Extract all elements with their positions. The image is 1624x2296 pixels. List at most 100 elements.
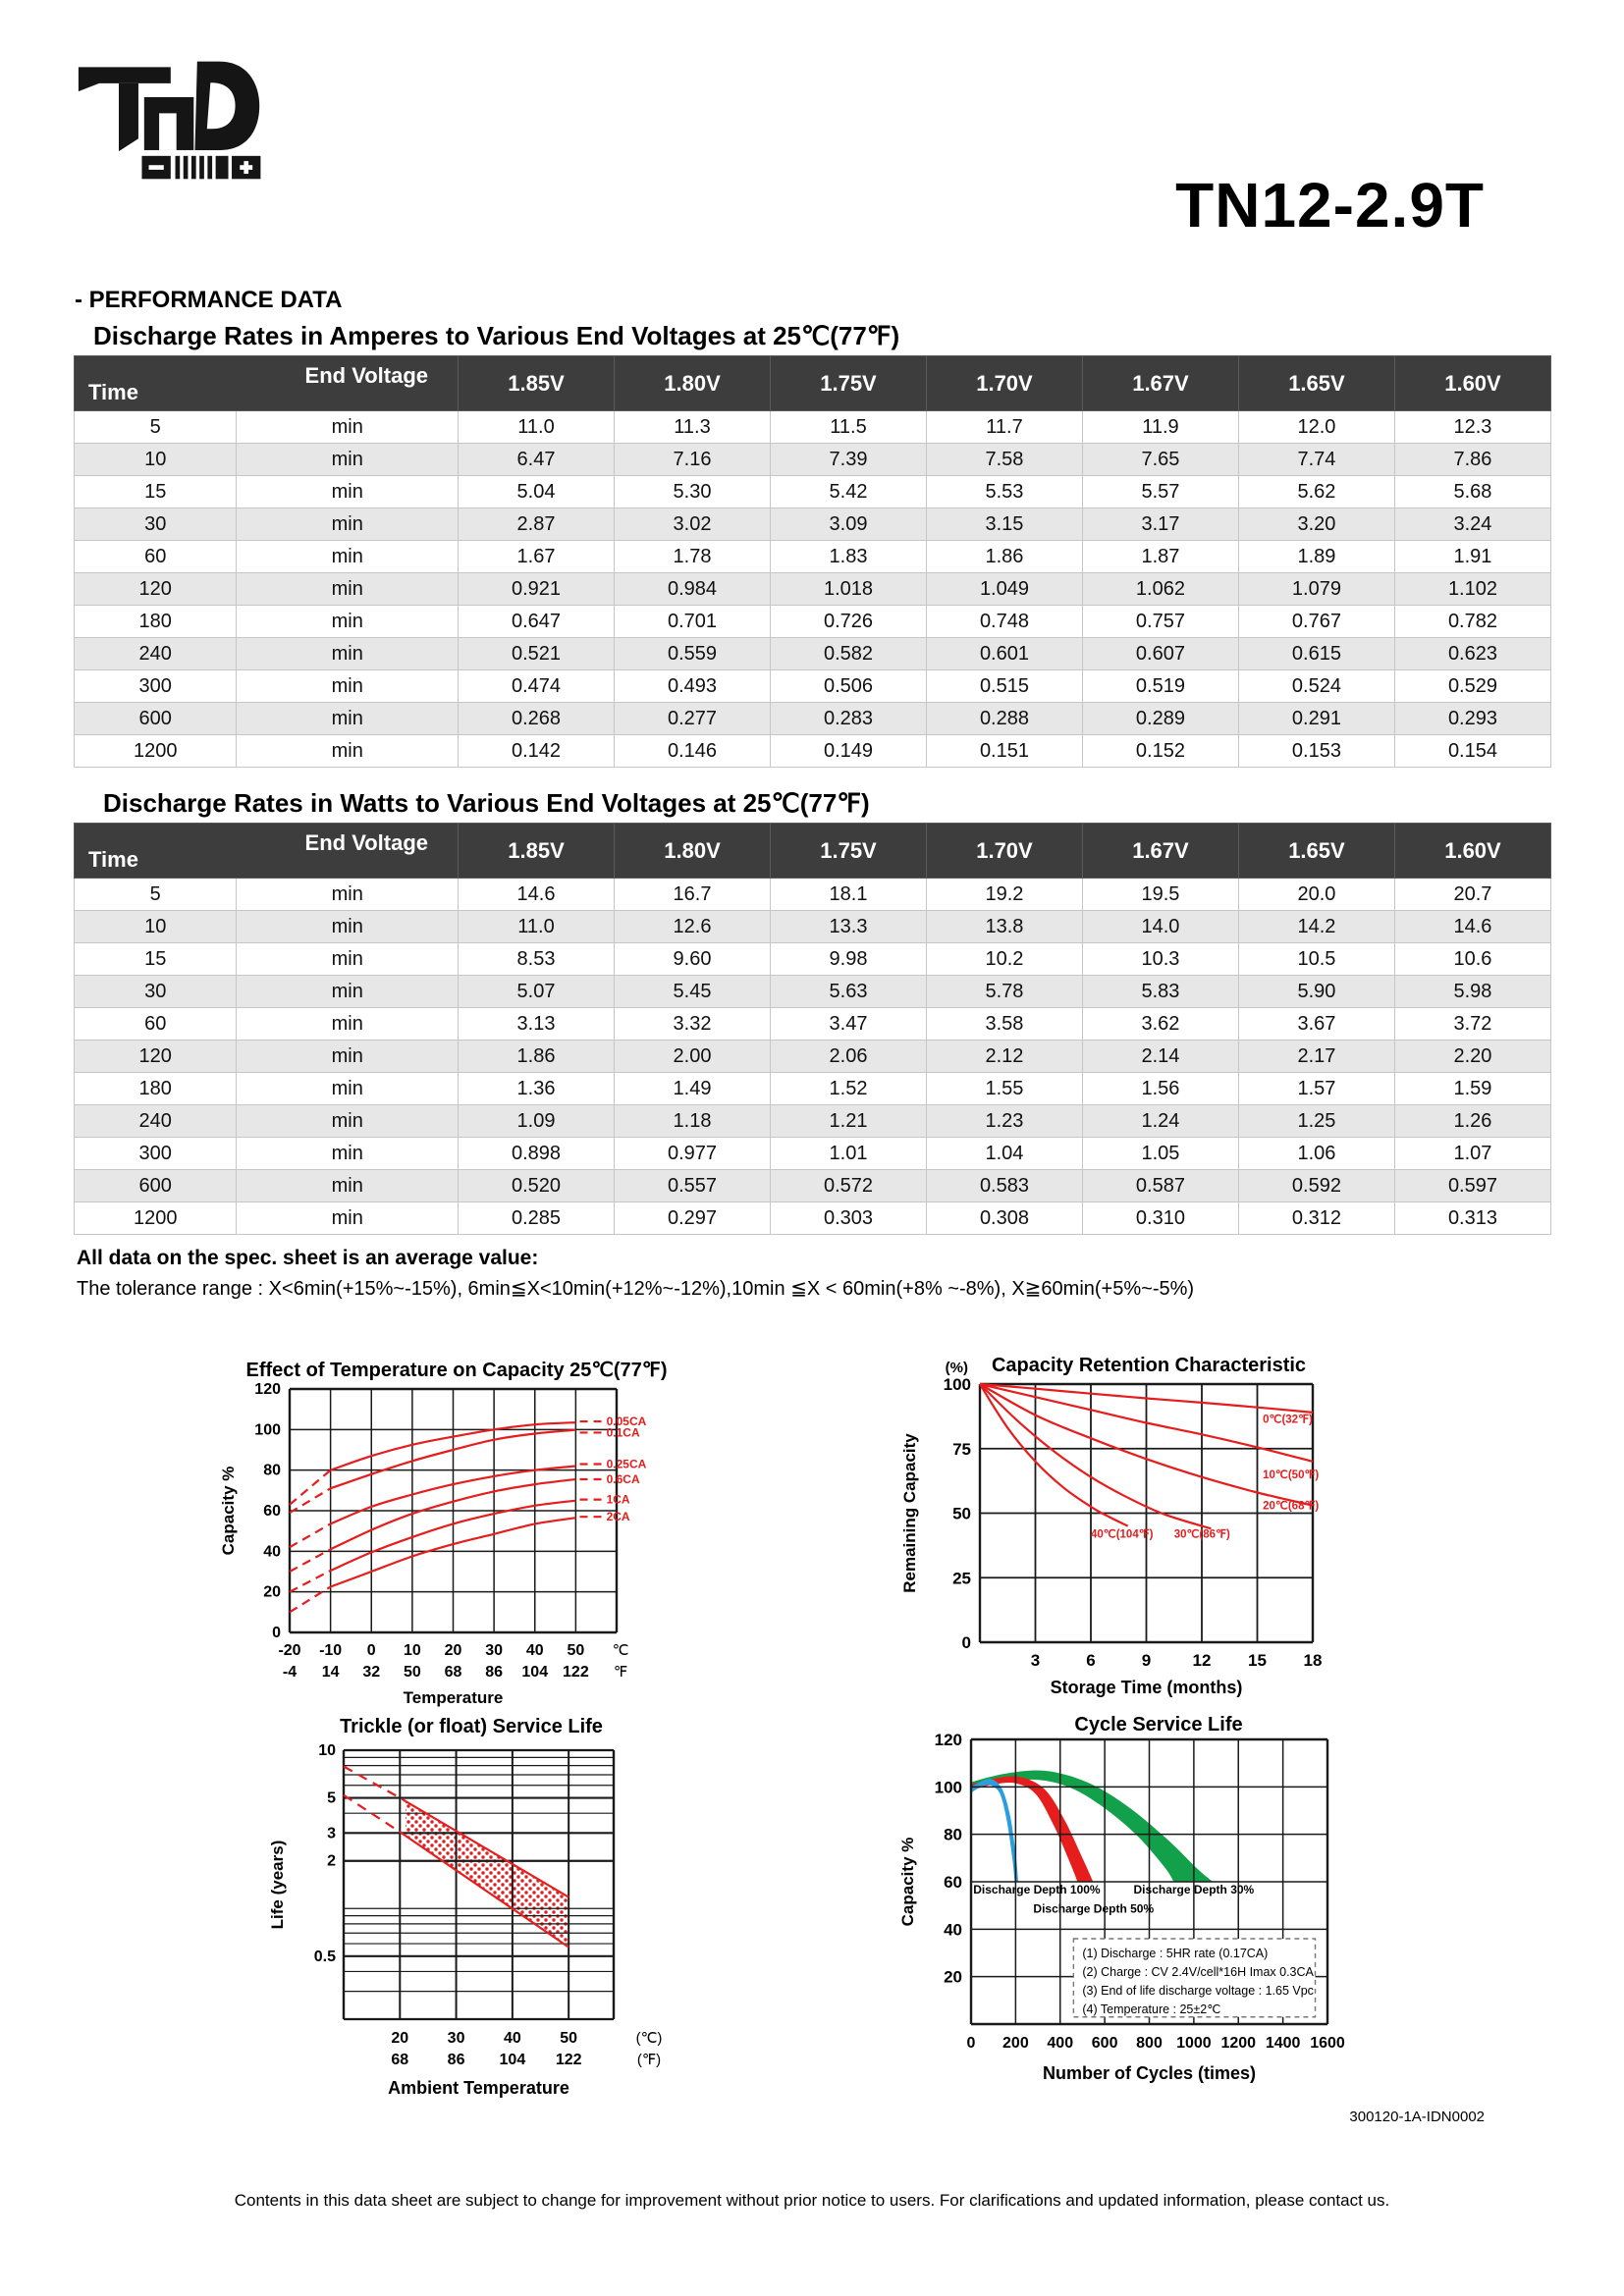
table-cell: 3.20 (1237, 507, 1395, 541)
table-cell: 1.09 (458, 1104, 616, 1138)
svg-text:1CA: 1CA (607, 1493, 630, 1507)
table-cell: 5.78 (925, 975, 1083, 1008)
svg-text:-4: -4 (283, 1664, 297, 1681)
svg-text:100: 100 (935, 1778, 962, 1796)
svg-text:0: 0 (272, 1625, 281, 1641)
table-cell: 600 (73, 1169, 238, 1202)
table-cell: 0.515 (925, 669, 1083, 703)
table-cell: 3.72 (1393, 1007, 1552, 1041)
table-cell: 7.74 (1237, 443, 1395, 476)
svg-text:50: 50 (560, 2030, 577, 2047)
svg-text:0℃(32℉): 0℃(32℉) (1263, 1413, 1313, 1425)
table-cell: 0.572 (770, 1169, 927, 1202)
table-cell: 5.98 (1393, 975, 1552, 1008)
table-cell: 0.283 (770, 702, 927, 735)
table-cell: 18.1 (770, 878, 927, 911)
chart-cycle: 0 200 400 600 800 1000 1200 1400 1600 20 40 60 80 100… (864, 1706, 1453, 2113)
tolerance-note: The tolerance range : X<6min(+15%~-15%),… (77, 1278, 1195, 1300)
table-cell: 7.86 (1393, 443, 1552, 476)
table-cell: 5.53 (925, 475, 1083, 508)
table-cell: 10.5 (1237, 942, 1395, 976)
svg-text:122: 122 (563, 1664, 589, 1681)
svg-text:0: 0 (962, 1633, 971, 1652)
table-cell: 0.782 (1393, 605, 1552, 638)
table-cell: 10 (73, 443, 238, 476)
table-cell: 0.146 (614, 734, 771, 768)
svg-text:(1) Discharge : 5HR rate (0.17: (1) Discharge : 5HR rate (0.17CA) (1082, 1947, 1268, 1960)
table-cell: 1.86 (925, 540, 1083, 573)
chart-temp-capacity: 0 20 40 60 80 100 120 -20 -4 -10 14 0 32 10 50 20 68 30 86… (177, 1347, 736, 1717)
table-cell: 0.285 (458, 1201, 616, 1235)
table-cell: 1.87 (1081, 540, 1239, 573)
table-cell: 2.00 (614, 1040, 771, 1073)
table-cell: min (236, 1072, 460, 1105)
table-cell: 1.36 (458, 1072, 616, 1105)
table-row: 60 min 1.67 1.78 1.83 1.86 1.87 1.89 1.91 (73, 540, 1552, 573)
svg-text:75: 75 (952, 1440, 971, 1459)
table-cell: min (236, 1040, 460, 1073)
table-cell: 1.049 (925, 572, 1083, 606)
svg-text:15: 15 (1248, 1651, 1267, 1670)
table-cell: 1.05 (1081, 1137, 1239, 1170)
table-cell: 2.87 (458, 507, 616, 541)
table-cell: 1.52 (770, 1072, 927, 1105)
svg-text:20℃(68℉): 20℃(68℉) (1263, 1500, 1319, 1513)
svg-text:104: 104 (521, 1664, 548, 1681)
table-cell: 7.39 (770, 443, 927, 476)
table-cell: 2.17 (1237, 1040, 1395, 1073)
table-cell: 0.297 (614, 1201, 771, 1235)
table-cell: 0.623 (1393, 637, 1552, 670)
svg-text:30: 30 (448, 2030, 465, 2047)
svg-text:20: 20 (391, 2030, 408, 2047)
table-cell: 0.291 (1237, 702, 1395, 735)
svg-text:120: 120 (935, 1731, 962, 1749)
table-cell: 0.293 (1393, 702, 1552, 735)
svg-text:50: 50 (567, 1642, 584, 1659)
table-cell: 0.607 (1081, 637, 1239, 670)
table-cell: 0.921 (458, 572, 616, 606)
table-row: 5 min 11.0 11.3 11.5 11.7 11.9 12.0 12.3 (73, 410, 1552, 444)
table-cell: 1.01 (770, 1137, 927, 1170)
table-cell: min (236, 443, 460, 476)
svg-text:80: 80 (263, 1463, 281, 1479)
svg-text:68: 68 (445, 1664, 462, 1681)
table-cell: 240 (73, 1104, 238, 1138)
svg-text:1400: 1400 (1266, 2035, 1301, 2052)
table-cell: min (236, 669, 460, 703)
table-cell: 0.149 (770, 734, 927, 768)
svg-text:122: 122 (556, 2052, 582, 2068)
table-cell: 1.86 (458, 1040, 616, 1073)
table-cell: 1.91 (1393, 540, 1552, 573)
table-cell: 0.519 (1081, 669, 1239, 703)
table-cell: 0.152 (1081, 734, 1239, 768)
table-cell: 0.977 (614, 1137, 771, 1170)
table-cell: 3.58 (925, 1007, 1083, 1041)
table-cell: 180 (73, 605, 238, 638)
table-cell: 13.3 (770, 910, 927, 943)
svg-text:2: 2 (327, 1853, 336, 1870)
svg-text:5: 5 (327, 1790, 336, 1807)
svg-text:(4) Temperature : 25±2℃: (4) Temperature : 25±2℃ (1082, 2002, 1220, 2016)
table-cell: 5.45 (614, 975, 771, 1008)
table-row: 10 min 11.0 12.6 13.3 13.8 14.0 14.2 14.6 (73, 910, 1552, 943)
svg-text:0: 0 (967, 2035, 976, 2052)
table-row: 600 min 0.520 0.557 0.572 0.583 0.587 0.592 0.59… (73, 1169, 1552, 1202)
average-value-note: All data on the spec. sheet is an averag… (77, 1247, 539, 1269)
table-cell: 60 (73, 540, 238, 573)
svg-text:86: 86 (448, 2052, 465, 2068)
svg-text:120: 120 (254, 1381, 281, 1398)
footer-disclaimer: Contents in this data sheet are subject … (234, 2191, 1390, 2210)
table-cell: 0.583 (925, 1169, 1083, 1202)
svg-text:104: 104 (500, 2052, 526, 2068)
table-cell: 0.520 (458, 1169, 616, 1202)
table-cell: 0.521 (458, 637, 616, 670)
table-cell: min (236, 910, 460, 943)
table-cell: 1.25 (1237, 1104, 1395, 1138)
svg-text:Temperature: Temperature (404, 1688, 504, 1707)
table-cell: 0.557 (614, 1169, 771, 1202)
table-row: 5 min 14.6 16.7 18.1 19.2 19.5 20.0 20.7 (73, 878, 1552, 911)
table-cell: 1.21 (770, 1104, 927, 1138)
column-header: 1.75V (770, 355, 927, 411)
table-cell: min (236, 702, 460, 735)
table-cell: 0.601 (925, 637, 1083, 670)
